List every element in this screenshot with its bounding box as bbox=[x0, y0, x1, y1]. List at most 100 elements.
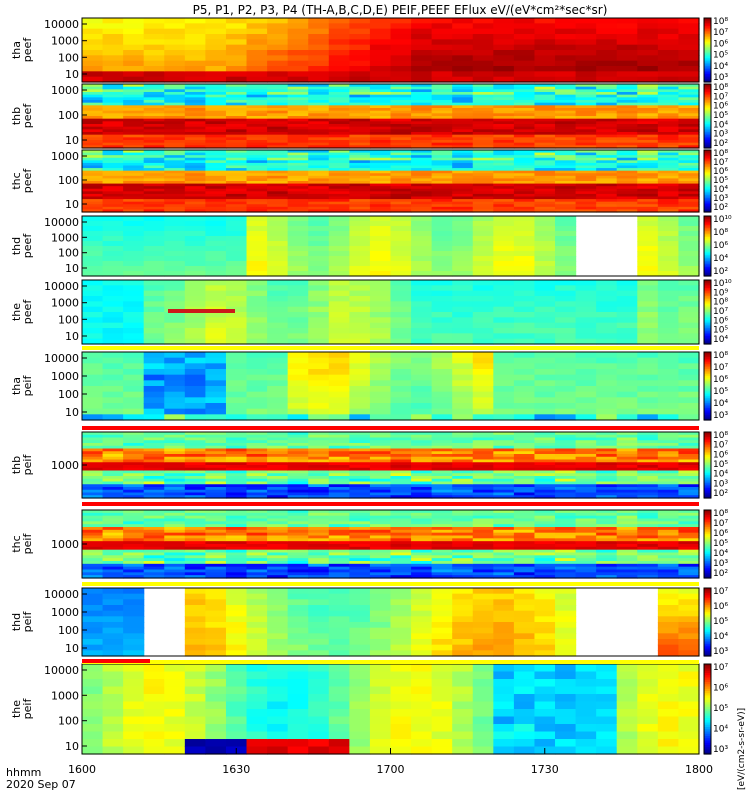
heatmap-cell bbox=[308, 392, 329, 398]
heatmap-cell bbox=[576, 301, 597, 307]
heatmap-cell bbox=[370, 301, 391, 307]
heatmap-cell bbox=[205, 323, 226, 329]
heatmap-cell bbox=[226, 594, 247, 600]
heatmap-cell bbox=[247, 392, 268, 398]
heatmap-cell bbox=[82, 392, 103, 398]
heatmap-cell bbox=[247, 588, 268, 594]
heatmap-cell bbox=[411, 291, 432, 297]
heatmap-cell bbox=[534, 588, 555, 594]
heatmap-cell bbox=[432, 216, 453, 222]
heatmap-cell bbox=[144, 23, 165, 29]
heatmap-cell bbox=[411, 599, 432, 605]
heatmap-cell bbox=[658, 45, 679, 51]
heatmap-cell bbox=[411, 611, 432, 617]
heatmap-cell bbox=[493, 594, 514, 600]
heatmap-cell bbox=[329, 71, 350, 77]
heatmap-cell bbox=[288, 45, 309, 51]
heatmap-cell bbox=[247, 280, 268, 286]
heatmap-cell bbox=[329, 397, 350, 403]
heatmap-cell bbox=[391, 645, 412, 651]
heatmap-cell bbox=[493, 628, 514, 634]
heatmap-cell bbox=[452, 55, 473, 61]
heatmap-cell bbox=[452, 246, 473, 252]
heatmap-cell bbox=[144, 301, 165, 307]
heatmap-cell bbox=[123, 266, 144, 272]
heatmap-cell bbox=[82, 397, 103, 403]
heatmap-cell bbox=[391, 280, 412, 286]
heatmap-cell bbox=[329, 231, 350, 237]
heatmap-cell bbox=[576, 312, 597, 318]
heatmap-cell bbox=[226, 363, 247, 369]
heatmap-cell bbox=[288, 633, 309, 639]
heatmap-cell bbox=[144, 285, 165, 291]
heatmap-cell bbox=[329, 588, 350, 594]
heatmap-cell bbox=[103, 323, 124, 329]
heatmap-cell bbox=[247, 323, 268, 329]
heatmap-cell bbox=[164, 216, 185, 222]
heatmap-cell bbox=[637, 221, 658, 227]
heatmap-cell bbox=[349, 66, 370, 72]
heatmap-cell bbox=[534, 622, 555, 628]
heatmap-cell bbox=[555, 363, 576, 369]
heatmap-cell bbox=[123, 296, 144, 302]
heatmap-cell bbox=[493, 386, 514, 392]
heatmap-cell bbox=[596, 71, 617, 77]
heatmap-cell bbox=[534, 375, 555, 381]
heatmap-cell bbox=[678, 403, 699, 409]
heatmap-cell bbox=[226, 39, 247, 45]
y-axis-label: peef bbox=[21, 37, 34, 63]
heatmap-cell bbox=[391, 291, 412, 297]
heatmap-cell bbox=[308, 241, 329, 247]
heatmap-cell bbox=[596, 296, 617, 302]
heatmap-cell bbox=[678, 312, 699, 318]
heatmap-cell bbox=[288, 317, 309, 323]
heatmap-cell bbox=[267, 317, 288, 323]
heatmap-cell bbox=[144, 363, 165, 369]
heatmap-cell bbox=[493, 29, 514, 35]
heatmap-cell bbox=[308, 588, 329, 594]
heatmap-cell bbox=[349, 18, 370, 24]
heatmap-cell bbox=[164, 328, 185, 334]
heatmap-cell bbox=[411, 296, 432, 302]
heatmap-cell bbox=[617, 29, 638, 35]
heatmap-cell bbox=[576, 18, 597, 24]
heatmap-cell bbox=[576, 358, 597, 364]
heatmap-cell bbox=[103, 403, 124, 409]
heatmap-cell bbox=[555, 246, 576, 252]
heatmap-cell bbox=[637, 246, 658, 252]
heatmap-cell bbox=[247, 246, 268, 252]
heatmap-cell bbox=[226, 323, 247, 329]
heatmap-cell bbox=[452, 236, 473, 242]
heatmap-cell bbox=[123, 291, 144, 297]
heatmap-cell bbox=[555, 358, 576, 364]
y-tick-label: 1000 bbox=[51, 370, 79, 383]
y-tick-label: 100 bbox=[58, 247, 79, 260]
heatmap-cell bbox=[329, 266, 350, 272]
heatmap-cell bbox=[164, 266, 185, 272]
heatmap-cell bbox=[288, 251, 309, 257]
heatmap-cell bbox=[308, 301, 329, 307]
colorbar-tick-label: 10⁶ bbox=[713, 529, 728, 539]
heatmap-cell bbox=[267, 231, 288, 237]
heatmap-cell bbox=[164, 39, 185, 45]
heatmap-cell bbox=[432, 261, 453, 267]
heatmap-cell bbox=[555, 403, 576, 409]
heatmap-cell bbox=[82, 328, 103, 334]
heatmap-cell bbox=[617, 323, 638, 329]
heatmap-cell bbox=[103, 633, 124, 639]
heatmap-cell bbox=[349, 296, 370, 302]
heatmap-cell bbox=[514, 611, 535, 617]
heatmap-cell bbox=[329, 61, 350, 67]
heatmap-cell bbox=[349, 403, 370, 409]
heatmap-cell bbox=[349, 285, 370, 291]
heatmap-cell bbox=[103, 611, 124, 617]
heatmap-cell bbox=[226, 397, 247, 403]
heatmap-cell bbox=[678, 323, 699, 329]
heatmap-cell bbox=[267, 369, 288, 375]
heatmap-cell bbox=[308, 333, 329, 339]
heatmap-cell bbox=[288, 380, 309, 386]
heatmap-cell bbox=[247, 301, 268, 307]
heatmap-cell bbox=[226, 633, 247, 639]
heatmap-cell bbox=[288, 392, 309, 398]
